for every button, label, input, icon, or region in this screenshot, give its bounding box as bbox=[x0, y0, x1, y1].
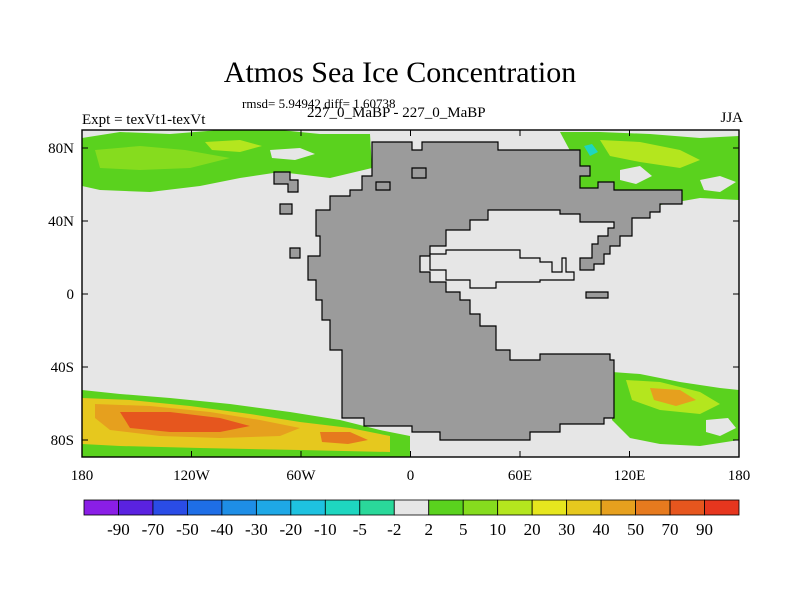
island-west-1 bbox=[273, 171, 299, 193]
colorbar-label: -2 bbox=[387, 520, 401, 539]
x-axis bbox=[81, 130, 740, 457]
colorbar-label: -70 bbox=[142, 520, 165, 539]
colorbar-label: -40 bbox=[211, 520, 234, 539]
colorbar-label: -90 bbox=[107, 520, 130, 539]
colorbar-label: 5 bbox=[459, 520, 468, 539]
island-west-4 bbox=[411, 167, 427, 179]
x-tick-label: 120W bbox=[173, 468, 211, 484]
colorbar-label: -20 bbox=[280, 520, 303, 539]
colorbar-box bbox=[221, 499, 257, 516]
arctic-green-band-west bbox=[82, 130, 372, 192]
colorbar-label: 90 bbox=[696, 520, 713, 539]
colorbar-label: -30 bbox=[245, 520, 268, 539]
colorbar-labels: -90 -70 -50 -40 -30 -20 -10 -5 -2 2 5 10 20 30 40 50 70 9… bbox=[107, 520, 713, 539]
x-tick-label: 60W bbox=[286, 468, 316, 484]
arctic-neutral-hole-east bbox=[700, 176, 736, 192]
colorbar-label: 50 bbox=[627, 520, 644, 539]
y-tick-label: 40N bbox=[48, 214, 74, 230]
colorbar-box bbox=[669, 499, 705, 516]
colorbar-box bbox=[290, 499, 326, 516]
colorbar-label: -10 bbox=[314, 520, 337, 539]
colorbar-box bbox=[531, 499, 568, 516]
arctic-yellowgreen-patch-west bbox=[205, 140, 262, 152]
colorbar-box bbox=[152, 499, 188, 516]
island-west-3 bbox=[289, 247, 301, 259]
colorbar-box bbox=[497, 499, 533, 516]
colorbar-box bbox=[704, 499, 740, 516]
y-tick-label: 40S bbox=[51, 360, 74, 376]
arctic-lightgreen-patch-west bbox=[95, 146, 230, 170]
y-axis bbox=[82, 147, 739, 441]
plot-title: Atmos Sea Ice Concentration bbox=[223, 56, 577, 89]
y-tick-label: 80S bbox=[51, 433, 74, 449]
experiment-label: Expt = texVt1-texVt bbox=[82, 112, 206, 128]
colorbar-box bbox=[255, 499, 292, 516]
colorbar-label: 70 bbox=[662, 520, 679, 539]
southern-neutral-hole-east bbox=[706, 418, 736, 436]
colorbar-box bbox=[566, 499, 602, 516]
arctic-neutral-hole-1 bbox=[270, 148, 315, 160]
colorbar-box bbox=[83, 499, 119, 516]
x-tick-label: 0 bbox=[407, 468, 415, 484]
cases-label: 227_0_MaBP - 227_0_MaBP bbox=[307, 105, 486, 121]
southern-orange-patch-east bbox=[650, 388, 696, 406]
arctic-yellowgreen-patch-east bbox=[600, 140, 700, 168]
x-tick-label: 120E bbox=[614, 468, 646, 484]
colorbar-box bbox=[600, 499, 636, 516]
colorbar-boxes bbox=[83, 499, 740, 516]
island-west-2 bbox=[279, 203, 293, 215]
colorbar-label: 2 bbox=[424, 520, 433, 539]
island-east-small bbox=[585, 291, 609, 299]
colorbar-box bbox=[324, 499, 361, 516]
arctic-cyan-patch bbox=[584, 144, 598, 156]
colorbar-label: 30 bbox=[558, 520, 575, 539]
colorbar-box bbox=[118, 499, 154, 516]
continent-inner-lake bbox=[429, 249, 575, 289]
colorbar-label: -50 bbox=[176, 520, 199, 539]
colorbar-label: 20 bbox=[524, 520, 541, 539]
colorbar-label: 10 bbox=[489, 520, 506, 539]
y-tick-label: 0 bbox=[67, 287, 75, 303]
x-tick-labels: 180 120W 60W 0 60E 120E 180 bbox=[71, 468, 751, 484]
colorbar-box bbox=[462, 499, 499, 516]
island-north-1 bbox=[375, 181, 391, 191]
colorbar-box bbox=[359, 499, 395, 516]
x-tick-label: 60E bbox=[508, 468, 532, 484]
colorbar-box bbox=[428, 499, 464, 516]
x-tick-label: 180 bbox=[71, 468, 94, 484]
southern-dark-orange-core-2 bbox=[320, 432, 368, 444]
season-label: JJA bbox=[720, 110, 743, 126]
stats-label: rmsd= 5.94942 diff= 1.60738 bbox=[242, 96, 396, 111]
y-tick-labels: 80N 40N 0 40S 80S bbox=[48, 141, 74, 449]
colorbar-label: 40 bbox=[593, 520, 610, 539]
x-tick-label: 180 bbox=[728, 468, 751, 484]
y-tick-label: 80N bbox=[48, 141, 74, 157]
colorbar-label: -5 bbox=[353, 520, 367, 539]
colorbar-box bbox=[635, 499, 671, 516]
arctic-neutral-hole-2 bbox=[620, 166, 652, 184]
colorbar-box bbox=[393, 499, 430, 516]
southern-dark-orange-core-west bbox=[120, 412, 250, 432]
continent-main bbox=[307, 141, 683, 441]
colorbar-box bbox=[187, 499, 223, 516]
